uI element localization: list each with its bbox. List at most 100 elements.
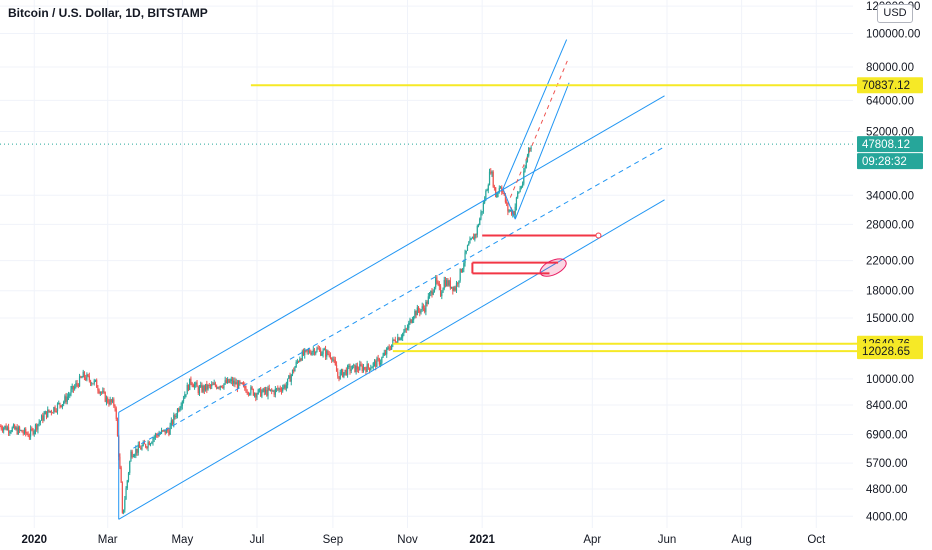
candle-body [233,380,235,384]
channel-lower-line[interactable] [118,199,665,520]
candle-body [408,322,410,328]
candle-body [44,411,46,415]
candle-body [438,283,440,287]
candle-body [425,301,427,312]
candle-body [137,444,139,453]
candle-body [202,385,204,392]
ray-end-handle[interactable] [595,232,602,239]
candle-body [191,382,193,386]
candle-body [470,238,472,240]
x-tick-label: May [171,534,193,546]
candle-body [294,367,296,372]
breakout-upper-line[interactable] [502,39,568,190]
candle-body [45,411,48,418]
candle-body [406,327,409,330]
candle-body [424,308,426,312]
candle-body [223,383,225,388]
candle-body [378,358,380,365]
breakout-base-edge[interactable] [502,188,516,220]
candle-body [487,185,489,191]
candle-body [519,188,521,192]
y-tick-label: 52000.00 [866,127,914,139]
candle-body [430,291,432,294]
y-tick-label: 8400.00 [866,400,908,412]
candle-body [364,367,366,369]
candle-body [477,224,480,227]
candle-body [48,409,50,412]
candle-body [198,387,201,394]
candle-body [36,424,38,430]
candle-body [496,193,498,198]
candle-body [446,280,448,287]
candle-body [164,429,166,434]
channel-upper-line[interactable] [118,95,665,413]
candle-body [47,409,49,418]
candle-body [530,147,532,149]
candle-body [295,361,297,368]
candle-body [141,445,143,450]
countdown-tag-bg [857,153,923,170]
candle-body [463,263,465,269]
candle-body [22,432,24,434]
countdown-tag-text: 09:28:32 [862,156,907,168]
breakout-lower-line[interactable] [514,82,570,220]
candle-body [121,482,123,513]
candle-body [280,390,283,392]
candle-body [195,382,197,385]
candle-body [381,357,383,363]
candle-body [80,376,82,378]
candle-body [229,380,231,383]
candle-body [71,385,73,390]
candle-body [56,403,59,412]
chart-drawings[interactable] [0,39,853,520]
candle-body [189,378,191,391]
candle-body [94,379,97,381]
candle-body [382,355,384,358]
candle-body [398,337,400,341]
x-tick-label: Oct [807,534,826,546]
candle-body [362,367,365,371]
candle-body [420,309,422,313]
candle-body [26,433,28,435]
candle-body [89,380,92,385]
candle-body [476,226,478,235]
candle-body [278,388,280,390]
candle-body [384,352,387,355]
candle-body [207,385,209,390]
candle-body [288,375,290,379]
y-tick-label: 4800.00 [866,484,908,496]
candle-body [246,392,248,394]
candle-body [200,384,202,388]
candle-body [1,428,4,431]
candle-body [72,385,75,390]
currency-button[interactable]: USD [877,4,913,23]
candle-body [235,382,237,385]
candle-body [197,386,199,394]
candle-body [343,372,345,377]
candle-body [441,292,443,297]
candle-body [130,451,132,462]
candle-body [453,287,455,291]
candle-body [193,384,196,388]
candle-body [503,193,505,195]
channel-middle-line[interactable] [133,146,665,449]
candle-body [87,374,89,376]
candle-body [218,387,220,389]
candle-body [302,351,305,355]
candle-body [190,378,192,383]
candle-body [76,383,78,385]
ellipse-marker[interactable] [538,255,569,280]
candle-body [444,280,447,287]
candle-body [253,393,256,396]
candle-body [331,358,333,360]
candle-body [335,364,338,372]
candle-body [323,349,325,351]
candle-body [126,480,128,489]
candle-body [274,388,276,395]
candle-body [416,307,418,316]
breakout-dashed-line[interactable] [509,59,569,198]
candle-body [132,456,134,458]
candle-body [509,209,511,211]
